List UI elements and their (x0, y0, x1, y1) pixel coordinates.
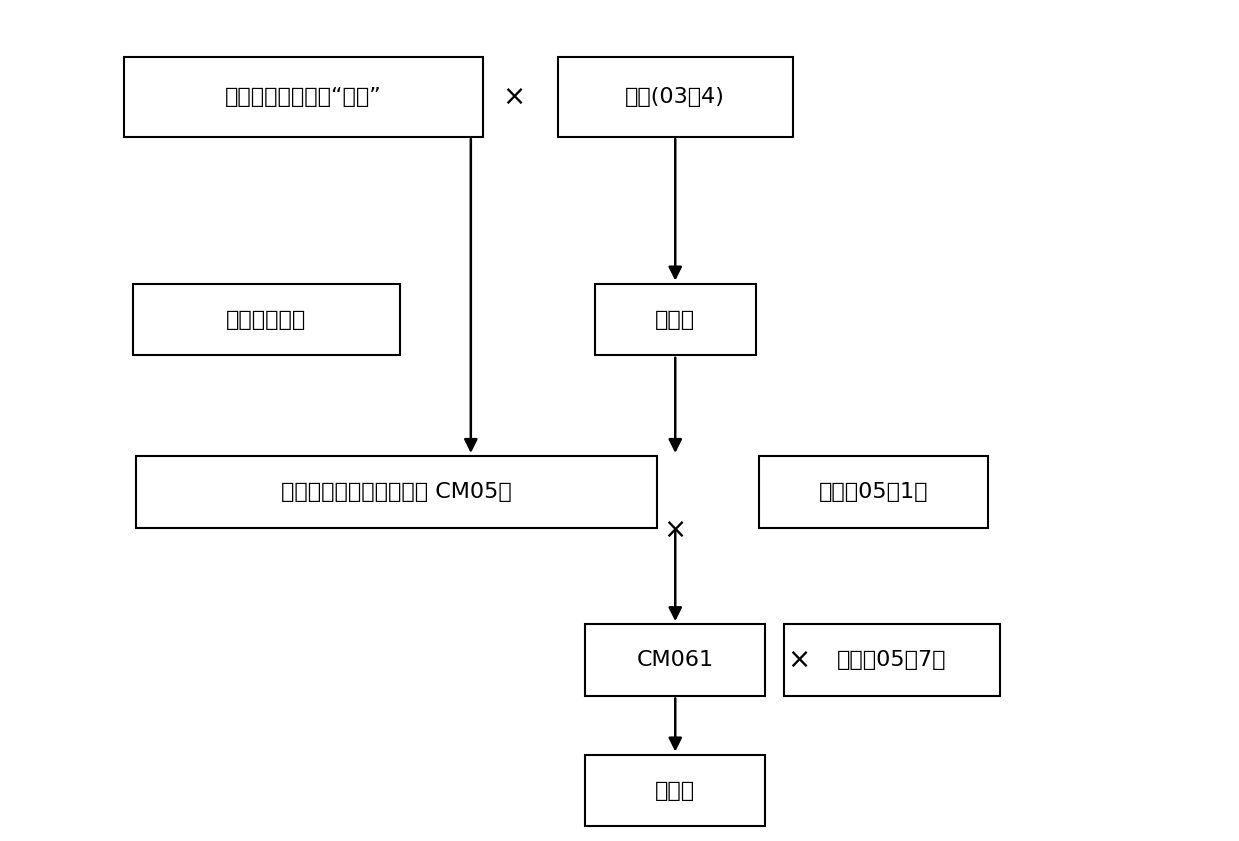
Bar (134, 284, 399, 355)
Text: 父本(03－4): 父本(03－4) (626, 87, 725, 107)
Text: 连续５代回交: 连续５代回交 (227, 309, 306, 330)
Bar (585, 755, 764, 826)
Text: ×: × (788, 646, 810, 674)
Bar (758, 456, 987, 528)
Bar (585, 624, 764, 696)
Text: 母本（细胞质雄性不育系 CM05）: 母本（细胞质雄性不育系 CM05） (281, 482, 512, 502)
Bar (136, 456, 657, 528)
Bar (595, 284, 756, 355)
Text: ×: × (503, 82, 525, 111)
Text: 父本（05－7）: 父本（05－7） (838, 650, 947, 670)
Text: CM061: CM061 (637, 650, 714, 670)
Text: 保持系: 保持系 (655, 309, 695, 330)
Text: ×: × (664, 516, 686, 544)
Text: 丰　羽: 丰 羽 (655, 780, 695, 801)
Bar (558, 57, 793, 137)
Text: 父本（05－1）: 父本（05－1） (819, 482, 928, 502)
Bar (783, 624, 1000, 696)
Bar (124, 57, 483, 137)
Text: 细胞质雄性不育源“绻球”: 细胞质雄性不育源“绻球” (225, 87, 382, 107)
